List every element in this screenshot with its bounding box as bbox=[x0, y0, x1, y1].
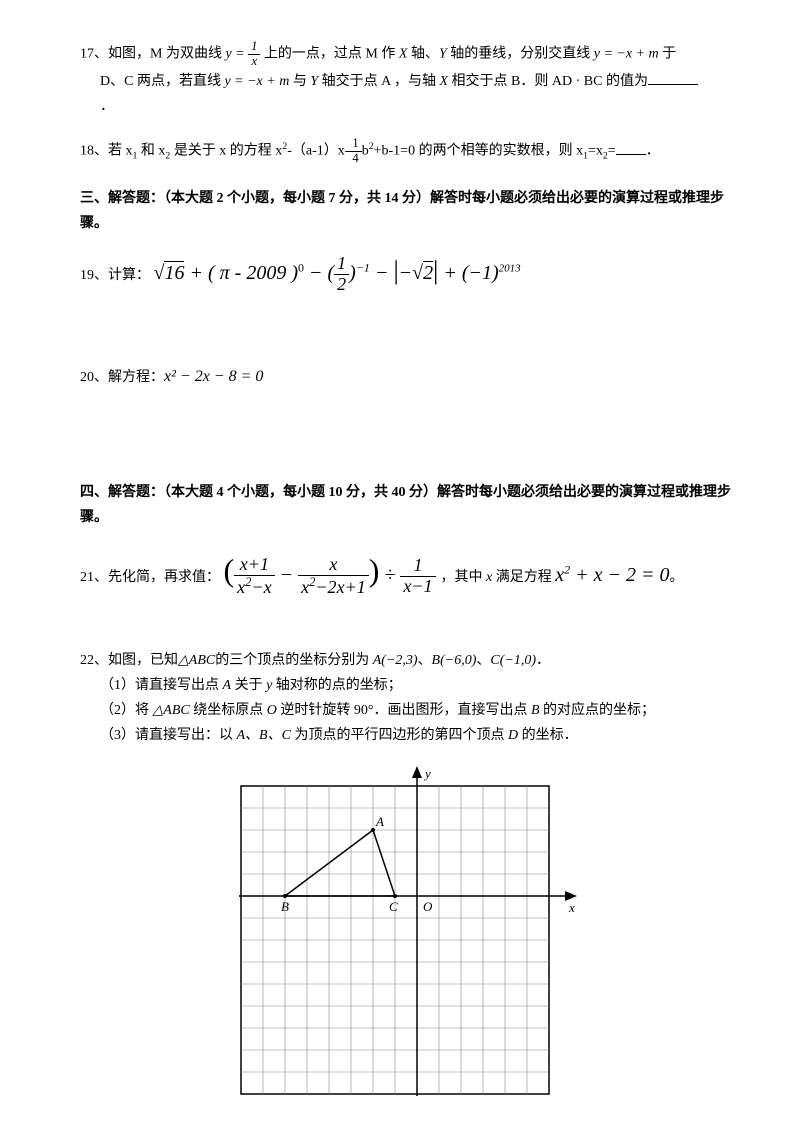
q18-t3: 是关于 x 的方程 x bbox=[170, 144, 282, 159]
svg-text:O: O bbox=[423, 899, 433, 914]
q17-l2a: D、C 两点，若直线 bbox=[100, 74, 224, 89]
q22-p2b: 绕坐标原点 bbox=[190, 703, 267, 718]
q22-number: 22、 bbox=[80, 653, 108, 668]
q22-p3ABC: A、B、C bbox=[237, 728, 291, 743]
q19-label: 计算： bbox=[108, 268, 150, 283]
q22-part3: （3）请直接写出：以 A、B、C 为顶点的平行四边形的第四个顶点 D 的坐标． bbox=[80, 723, 740, 748]
q18-fden: 4 bbox=[349, 152, 361, 166]
q22-p3c: 的坐标． bbox=[518, 728, 578, 743]
q17-eq1-frac: 1x bbox=[248, 40, 260, 69]
q22-p3b: 为顶点的平行四边形的第四个顶点 bbox=[291, 728, 508, 743]
q22-p1a: （1）请直接写出点 bbox=[100, 678, 223, 693]
q18-blank bbox=[616, 141, 646, 155]
q18-t6: +b-1=0 的两个相等的实数根，则 x bbox=[374, 144, 583, 159]
gap-3 bbox=[80, 618, 740, 648]
q17-l2b: 与 bbox=[289, 74, 310, 89]
q17-eq1-lhs: y = bbox=[225, 47, 248, 62]
svg-text:x: x bbox=[568, 900, 575, 915]
q18-t8: = bbox=[608, 144, 616, 159]
q22-p2a: （2）将 bbox=[100, 703, 153, 718]
q22-p2d: 的对应点的坐标； bbox=[540, 703, 656, 718]
q18-t1: 若 x bbox=[108, 144, 133, 159]
q17-l2d: 相交于点 B．则 AD · BC 的值为 bbox=[448, 74, 648, 89]
q22-p1A: A bbox=[223, 678, 232, 693]
q22-A: A(−2,3) bbox=[373, 653, 418, 668]
q17-text1: 如图，M 为双曲线 bbox=[108, 47, 225, 62]
section-3-heading: 三、解答题：（本大题 2 个小题，每小题 7 分，共 14 分）解答时每小题必须… bbox=[80, 186, 740, 236]
q22-p2tri: △ABC bbox=[153, 703, 190, 718]
q21-t2: ，其中 bbox=[441, 570, 487, 585]
grid-svg: A B C Ox y bbox=[231, 766, 589, 1104]
q21-formula: (x+1x2−x − xx2−2x+1) ÷ 1x−1 bbox=[224, 564, 441, 586]
q17-text3: 轴、 bbox=[407, 47, 439, 62]
question-20: 20、解方程：x² − 2x − 8 = 0 bbox=[80, 363, 740, 392]
q17-number: 17、 bbox=[80, 47, 108, 62]
q18-t2: 和 x bbox=[137, 144, 165, 159]
q22-part1: （1）请直接写出点 A 关于 y 轴对称的点的坐标； bbox=[80, 673, 740, 698]
svg-text:A: A bbox=[375, 814, 384, 829]
q18-period: ． bbox=[646, 144, 660, 159]
q17-text4: 轴的垂线，分别交直线 bbox=[447, 47, 594, 62]
q18-frac: 14 bbox=[349, 137, 361, 166]
q21-t1: 先化简，再求值： bbox=[108, 570, 220, 585]
q17-eq2: y = −x + m bbox=[594, 47, 659, 62]
q22-p2B: B bbox=[531, 703, 540, 718]
q22-p2c: 逆时针旋转 90°．画出图形，直接写出点 bbox=[277, 703, 531, 718]
q17-X2: X bbox=[439, 74, 448, 89]
q22-t1: 如图，已知 bbox=[108, 653, 178, 668]
q22-t2: 的三个顶点的坐标分别为 bbox=[215, 653, 373, 668]
svg-text:y: y bbox=[423, 766, 431, 781]
q18-t7: =x bbox=[588, 144, 603, 159]
q22-t3: ． bbox=[536, 653, 550, 668]
q21-eq2: x2 + x − 2 = 0 bbox=[555, 564, 669, 586]
q17-period: ． bbox=[80, 94, 740, 119]
question-22: 22、如图，已知△ABC的三个顶点的坐标分别为 A(−2,3)、B(−6,0)、… bbox=[80, 648, 740, 749]
q17-Y2: Y bbox=[310, 74, 318, 89]
q17-eq3: y = −x + m bbox=[224, 74, 289, 89]
q19-number: 19、 bbox=[80, 268, 108, 283]
section-4-heading: 四、解答题：（本大题 4 个小题，每小题 10 分，共 40 分）解答时每小题必… bbox=[80, 480, 740, 530]
q22-B: B(−6,0) bbox=[432, 653, 477, 668]
q17-l2c: 轴交于点 A ，与轴 bbox=[318, 74, 439, 89]
q22-p2O: O bbox=[267, 703, 277, 718]
q17-eq1-num: 1 bbox=[248, 40, 260, 55]
q17-Y: Y bbox=[439, 47, 447, 62]
question-19: 19、计算： √16 + ( π - 2009 )0 − (12)−1 − |−… bbox=[80, 248, 740, 295]
q20-number: 20、 bbox=[80, 370, 108, 385]
q19-formula: √16 + ( π - 2009 )0 − (12)−1 − |−√2| + (… bbox=[154, 262, 521, 284]
q22-C: C(−1,0) bbox=[490, 653, 536, 668]
q22-p3a: （3）请直接写出：以 bbox=[100, 728, 237, 743]
svg-text:C: C bbox=[389, 899, 398, 914]
q18-fnum: 1 bbox=[349, 137, 361, 152]
q17-eq1-den: x bbox=[248, 55, 260, 69]
q22-part2: （2）将 △ABC 绕坐标原点 O 逆时针旋转 90°．画出图形，直接写出点 B… bbox=[80, 698, 740, 723]
q21-t4: 。 bbox=[670, 570, 684, 585]
q22-p1c: 轴对称的点的坐标； bbox=[272, 678, 402, 693]
q18-number: 18、 bbox=[80, 144, 108, 159]
gap-1 bbox=[80, 313, 740, 363]
gap-2 bbox=[80, 410, 740, 460]
q22-p3D: D bbox=[508, 728, 518, 743]
question-21: 21、先化简，再求值： (x+1x2−x − xx2−2x+1) ÷ 1x−1 … bbox=[80, 542, 740, 600]
svg-text:B: B bbox=[281, 899, 289, 914]
q17-text2: 上的一点，过点 M 作 bbox=[260, 47, 398, 62]
q21-t3: 满足方程 bbox=[492, 570, 555, 585]
q22-sep1: 、 bbox=[418, 653, 432, 668]
question-18: 18、若 x1 和 x2 是关于 x 的方程 x2-（a-1）x-14b2+b-… bbox=[80, 137, 740, 166]
coordinate-grid-figure: A B C Ox y bbox=[80, 766, 740, 1104]
q22-p1b: 关于 bbox=[231, 678, 266, 693]
q17-line2: D、C 两点，若直线 y = −x + m 与 Y 轴交于点 A ，与轴 X 相… bbox=[80, 69, 740, 94]
q17-blank bbox=[648, 71, 698, 85]
q18-t5: b bbox=[362, 144, 369, 159]
q18-t4: -（a-1）x- bbox=[287, 144, 349, 159]
q17-text5: 于 bbox=[659, 47, 677, 62]
q22-sep2: 、 bbox=[476, 653, 490, 668]
q20-label: 解方程： bbox=[108, 370, 164, 385]
q20-eq: x² − 2x − 8 = 0 bbox=[164, 368, 263, 385]
q22-tri: △ABC bbox=[178, 653, 215, 668]
question-17: 17、如图，M 为双曲线 y = 1x 上的一点，过点 M 作 X 轴、Y 轴的… bbox=[80, 40, 740, 119]
q21-number: 21、 bbox=[80, 570, 108, 585]
